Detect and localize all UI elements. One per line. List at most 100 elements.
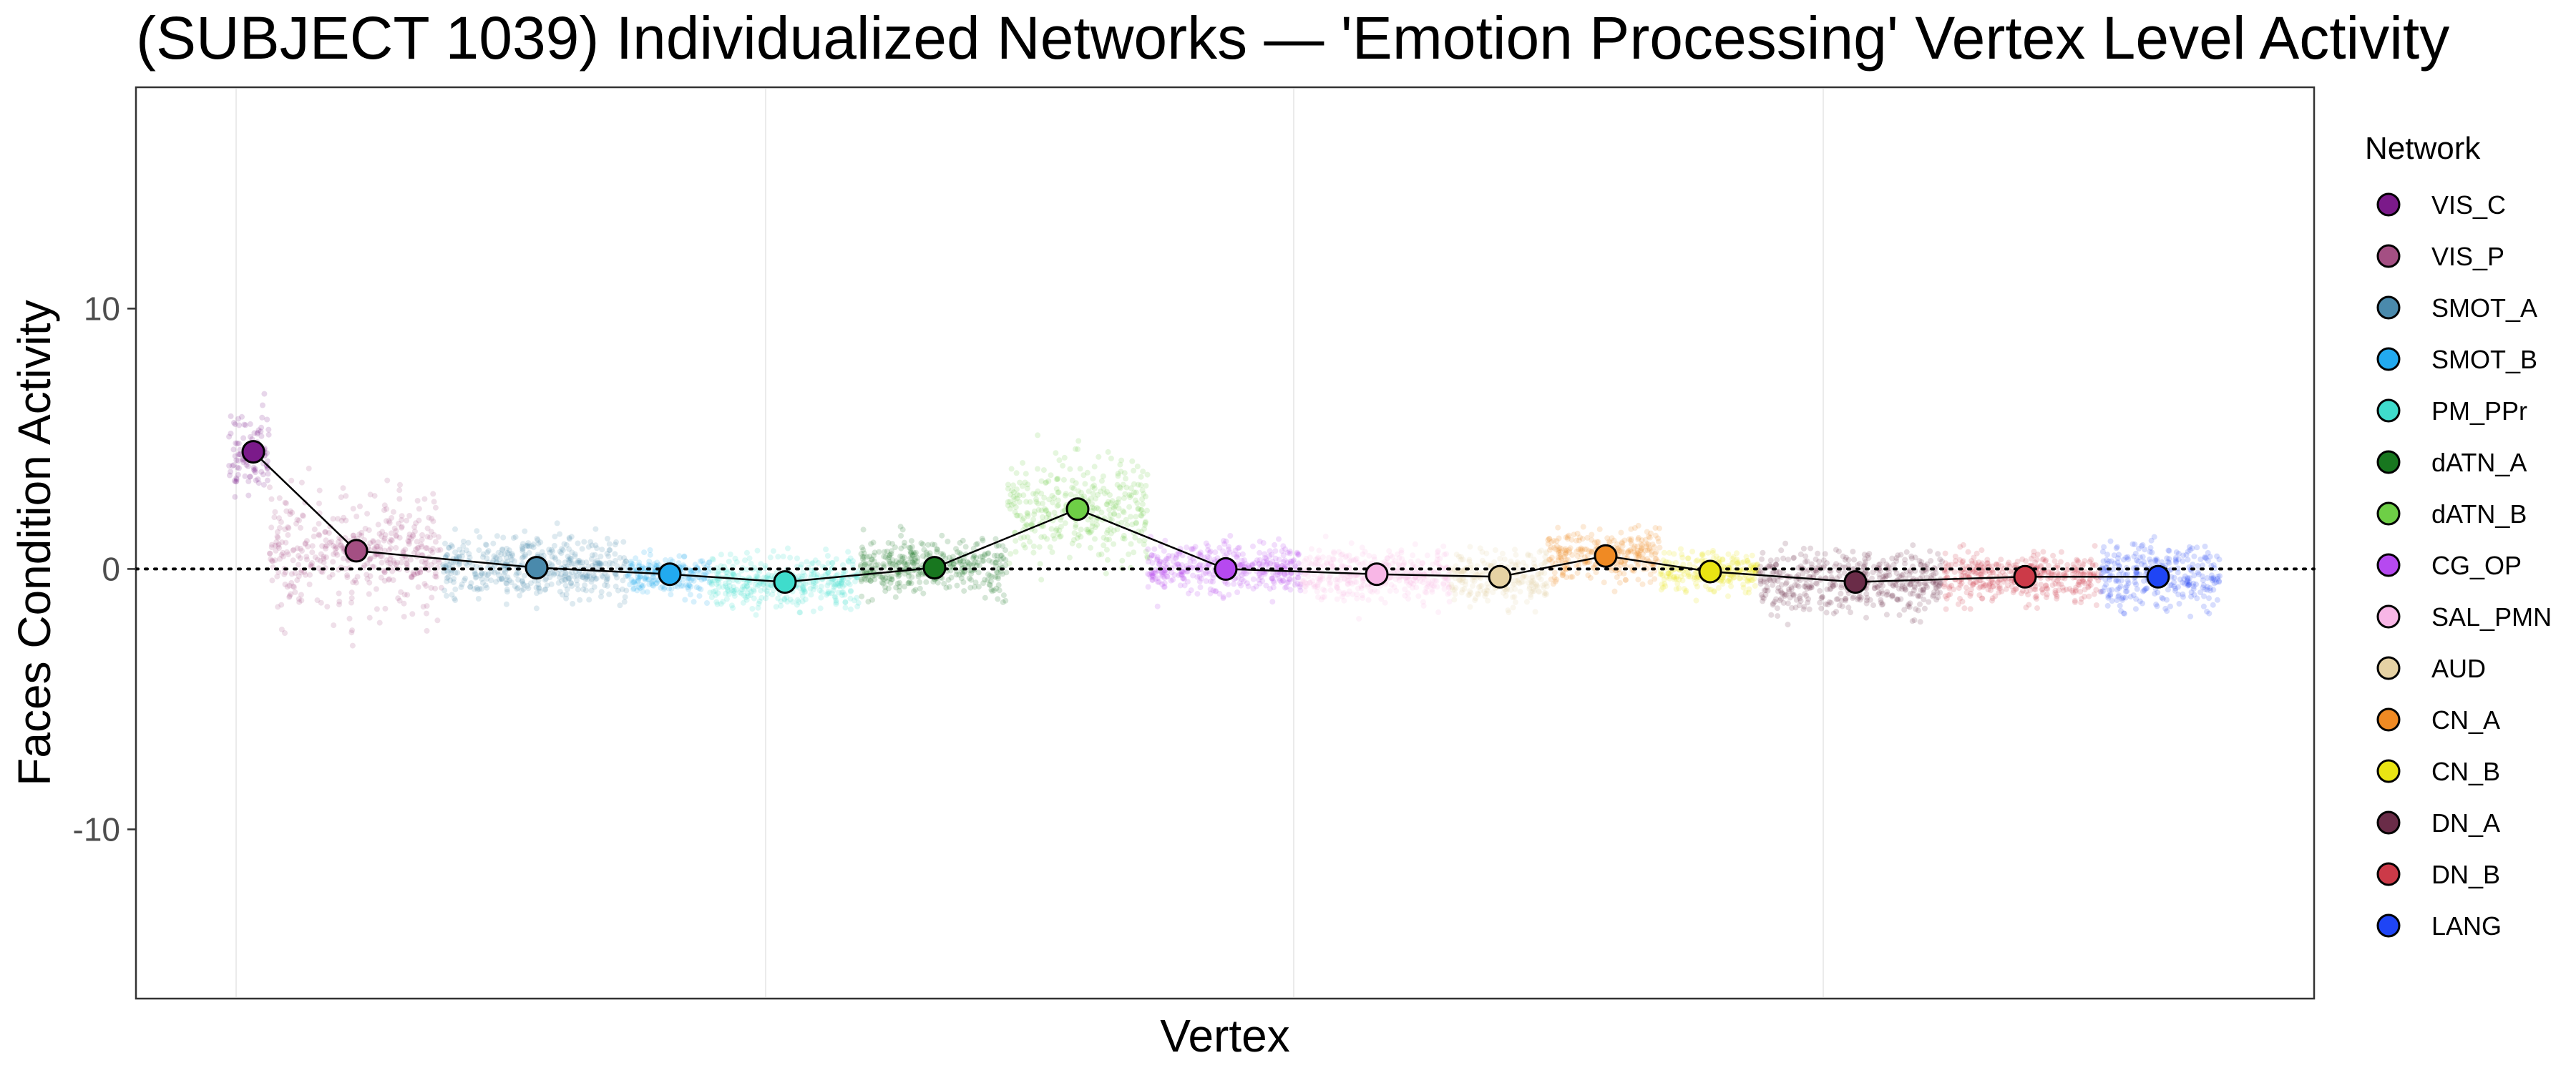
point — [1132, 534, 1138, 541]
point — [958, 575, 965, 582]
point — [446, 544, 452, 551]
point — [1780, 555, 1787, 562]
point — [675, 584, 680, 590]
point — [1777, 587, 1784, 594]
point — [997, 552, 1004, 559]
point — [1543, 590, 1548, 597]
point — [651, 561, 658, 567]
point — [2164, 608, 2170, 614]
point — [519, 560, 525, 567]
point — [1917, 619, 1923, 625]
point — [1850, 549, 1856, 555]
point — [668, 557, 674, 563]
point — [1943, 560, 1948, 567]
point — [367, 555, 374, 562]
point — [1014, 491, 1020, 498]
point — [371, 545, 378, 552]
point — [801, 589, 808, 595]
point — [613, 572, 619, 578]
point — [756, 569, 763, 575]
point — [322, 543, 328, 549]
point — [1086, 529, 1093, 536]
plot-area — [135, 86, 2316, 1000]
point — [561, 577, 567, 583]
point — [234, 464, 240, 471]
point — [411, 550, 417, 557]
point — [1070, 485, 1077, 491]
point — [845, 557, 852, 564]
point — [1055, 497, 1061, 504]
point — [1128, 492, 1135, 499]
point — [970, 561, 977, 567]
point — [778, 602, 784, 609]
point — [448, 570, 454, 577]
point — [816, 587, 823, 594]
point — [391, 525, 398, 531]
point — [1931, 592, 1936, 598]
point — [1257, 557, 1263, 563]
point — [731, 587, 738, 594]
point — [512, 583, 518, 589]
point — [340, 544, 346, 551]
point — [285, 524, 291, 530]
point — [1239, 562, 1246, 568]
point — [1921, 586, 1927, 592]
point — [867, 553, 873, 559]
point — [399, 513, 405, 519]
point — [229, 463, 235, 469]
point — [517, 592, 523, 599]
point — [2040, 549, 2046, 555]
point — [456, 562, 462, 568]
point — [2216, 579, 2223, 585]
point — [1108, 525, 1114, 531]
point — [985, 550, 992, 557]
point — [1279, 548, 1285, 554]
point — [1883, 612, 1890, 618]
point — [623, 558, 629, 564]
point — [1179, 562, 1185, 568]
point — [286, 525, 292, 531]
point — [1863, 614, 1869, 621]
point — [341, 514, 347, 521]
point — [1154, 554, 1161, 560]
point — [1188, 546, 1194, 552]
point — [395, 595, 401, 602]
point — [1239, 557, 1245, 564]
point — [606, 547, 613, 554]
point — [1616, 579, 1623, 586]
point — [580, 559, 586, 566]
point — [967, 584, 974, 591]
point — [336, 598, 343, 604]
point — [1248, 562, 1254, 569]
point — [586, 597, 592, 603]
point — [324, 604, 331, 610]
point — [746, 586, 753, 592]
point — [1144, 507, 1150, 514]
point — [960, 579, 967, 585]
point — [290, 583, 296, 589]
point — [824, 582, 831, 589]
point — [245, 464, 251, 469]
point — [519, 548, 526, 554]
point — [607, 547, 613, 553]
point — [1027, 539, 1033, 545]
point — [582, 582, 588, 589]
point — [350, 532, 356, 539]
point — [829, 590, 835, 597]
point — [265, 431, 272, 438]
point — [644, 589, 650, 595]
point — [1263, 562, 1269, 568]
point — [756, 598, 763, 604]
point — [408, 574, 414, 580]
point — [447, 577, 454, 584]
point — [357, 503, 363, 509]
point — [1073, 480, 1079, 486]
point — [770, 587, 776, 594]
point — [1292, 564, 1299, 570]
point — [1008, 501, 1015, 508]
point — [526, 549, 532, 556]
point — [1926, 599, 1932, 605]
point — [371, 564, 377, 570]
point — [1141, 526, 1147, 532]
point — [414, 551, 421, 557]
